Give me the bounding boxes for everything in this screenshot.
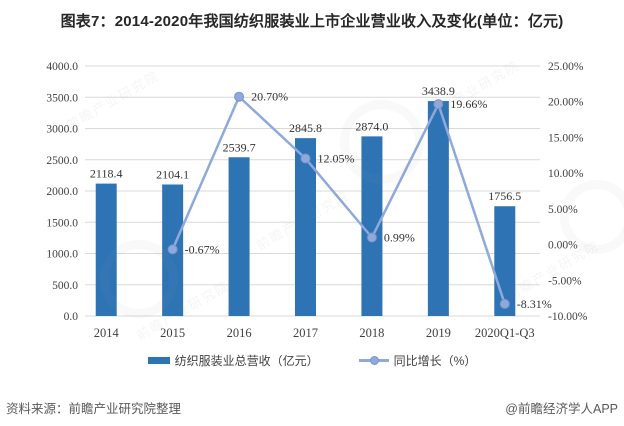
bar-value-label: 2845.8 [289, 121, 322, 135]
x-axis-label: 2016 [227, 326, 252, 340]
bar-series-swatch-icon [147, 357, 170, 364]
x-axis-label: 2019 [426, 326, 451, 340]
growth-point [499, 298, 510, 309]
right-axis-tick: -5.00% [548, 275, 582, 287]
growth-value-label: 0.99% [384, 231, 415, 245]
right-axis-tick: 0.00% [548, 240, 578, 252]
growth-value-label: 20.70% [251, 90, 288, 104]
brand-note: @前瞻经济学人APP [505, 402, 618, 416]
legend-item-growth: 同比增长（%） [358, 352, 477, 369]
growth-value-label: -8.31% [517, 297, 552, 311]
legend-label-growth: 同比增长（%） [393, 354, 477, 368]
footer: 资料来源：前瞻产业研究院整理 @前瞻经济学人APP [6, 398, 618, 417]
line-series-swatch-icon [358, 356, 389, 365]
left-axis-tick: 4000.0 [46, 61, 78, 73]
left-axis-tick: 3500.0 [46, 92, 78, 104]
growth-point [300, 153, 311, 164]
bar-value-label: 3438.9 [422, 84, 455, 98]
bar-value-label: 2118.4 [90, 167, 123, 181]
left-axis-tick: 2500.0 [46, 155, 78, 167]
chart-title: 图表7：2014-2020年我国纺织服装业上市企业营业收入及变化(单位：亿元) [60, 13, 564, 30]
right-axis-tick: 5.00% [548, 204, 578, 216]
growth-value-label: -0.67% [185, 242, 220, 256]
right-axis-tick: 10.00% [548, 168, 584, 180]
revenue-bar [228, 157, 250, 316]
right-axis-tick: 25.00% [548, 61, 584, 73]
legend-label-revenue: 纺织服装业总营收（亿元） [174, 354, 319, 368]
revenue-bar [95, 183, 117, 316]
left-axis-tick: 2000.0 [46, 186, 78, 198]
growth-value-label: 12.05% [318, 152, 355, 166]
revenue-bar [295, 138, 316, 316]
growth-point [234, 91, 245, 102]
chart-legend: 纺织服装业总营收（亿元） 同比增长（%） [0, 352, 624, 369]
growth-point [433, 99, 444, 110]
bar-value-label: 2104.1 [156, 167, 189, 181]
revenue-bar [427, 101, 449, 316]
left-axis-tick: 1000.0 [46, 249, 78, 261]
bar-value-label: 1756.5 [488, 189, 521, 203]
left-axis-tick: 3000.0 [46, 124, 78, 136]
bar-value-label: 2539.7 [223, 140, 256, 154]
x-axis-label: 2018 [359, 326, 384, 340]
right-axis-tick: -10.00% [548, 311, 588, 323]
right-axis-tick: 20.00% [548, 97, 584, 109]
growth-line [171, 94, 506, 305]
line-marker-icon [369, 356, 379, 365]
x-axis-label: 2015 [160, 326, 185, 340]
x-axis-label: 2020Q1-Q3 [475, 326, 535, 340]
revenue-growth-combo-chart: 4000.0 3500.0 3000.0 2500.0 2000.0 1500.0 1000… [46, 61, 588, 340]
x-axis-label: 2014 [94, 326, 120, 340]
source-note: 资料来源：前瞻产业研究院整理 [6, 402, 182, 416]
growth-point [366, 232, 377, 243]
right-axis-tick: 15.00% [548, 132, 584, 144]
left-axis-tick: 0.0 [64, 311, 79, 323]
x-axis-label: 2017 [293, 326, 318, 340]
growth-point [167, 244, 178, 255]
legend-item-revenue: 纺织服装业总营收（亿元） [147, 352, 319, 369]
revenue-bar [361, 136, 383, 316]
bar-value-label: 2874.0 [355, 119, 388, 133]
left-axis-tick: 500.0 [52, 280, 78, 292]
left-axis-tick: 1500.0 [46, 217, 78, 229]
growth-value-label: 19.66% [450, 97, 487, 111]
